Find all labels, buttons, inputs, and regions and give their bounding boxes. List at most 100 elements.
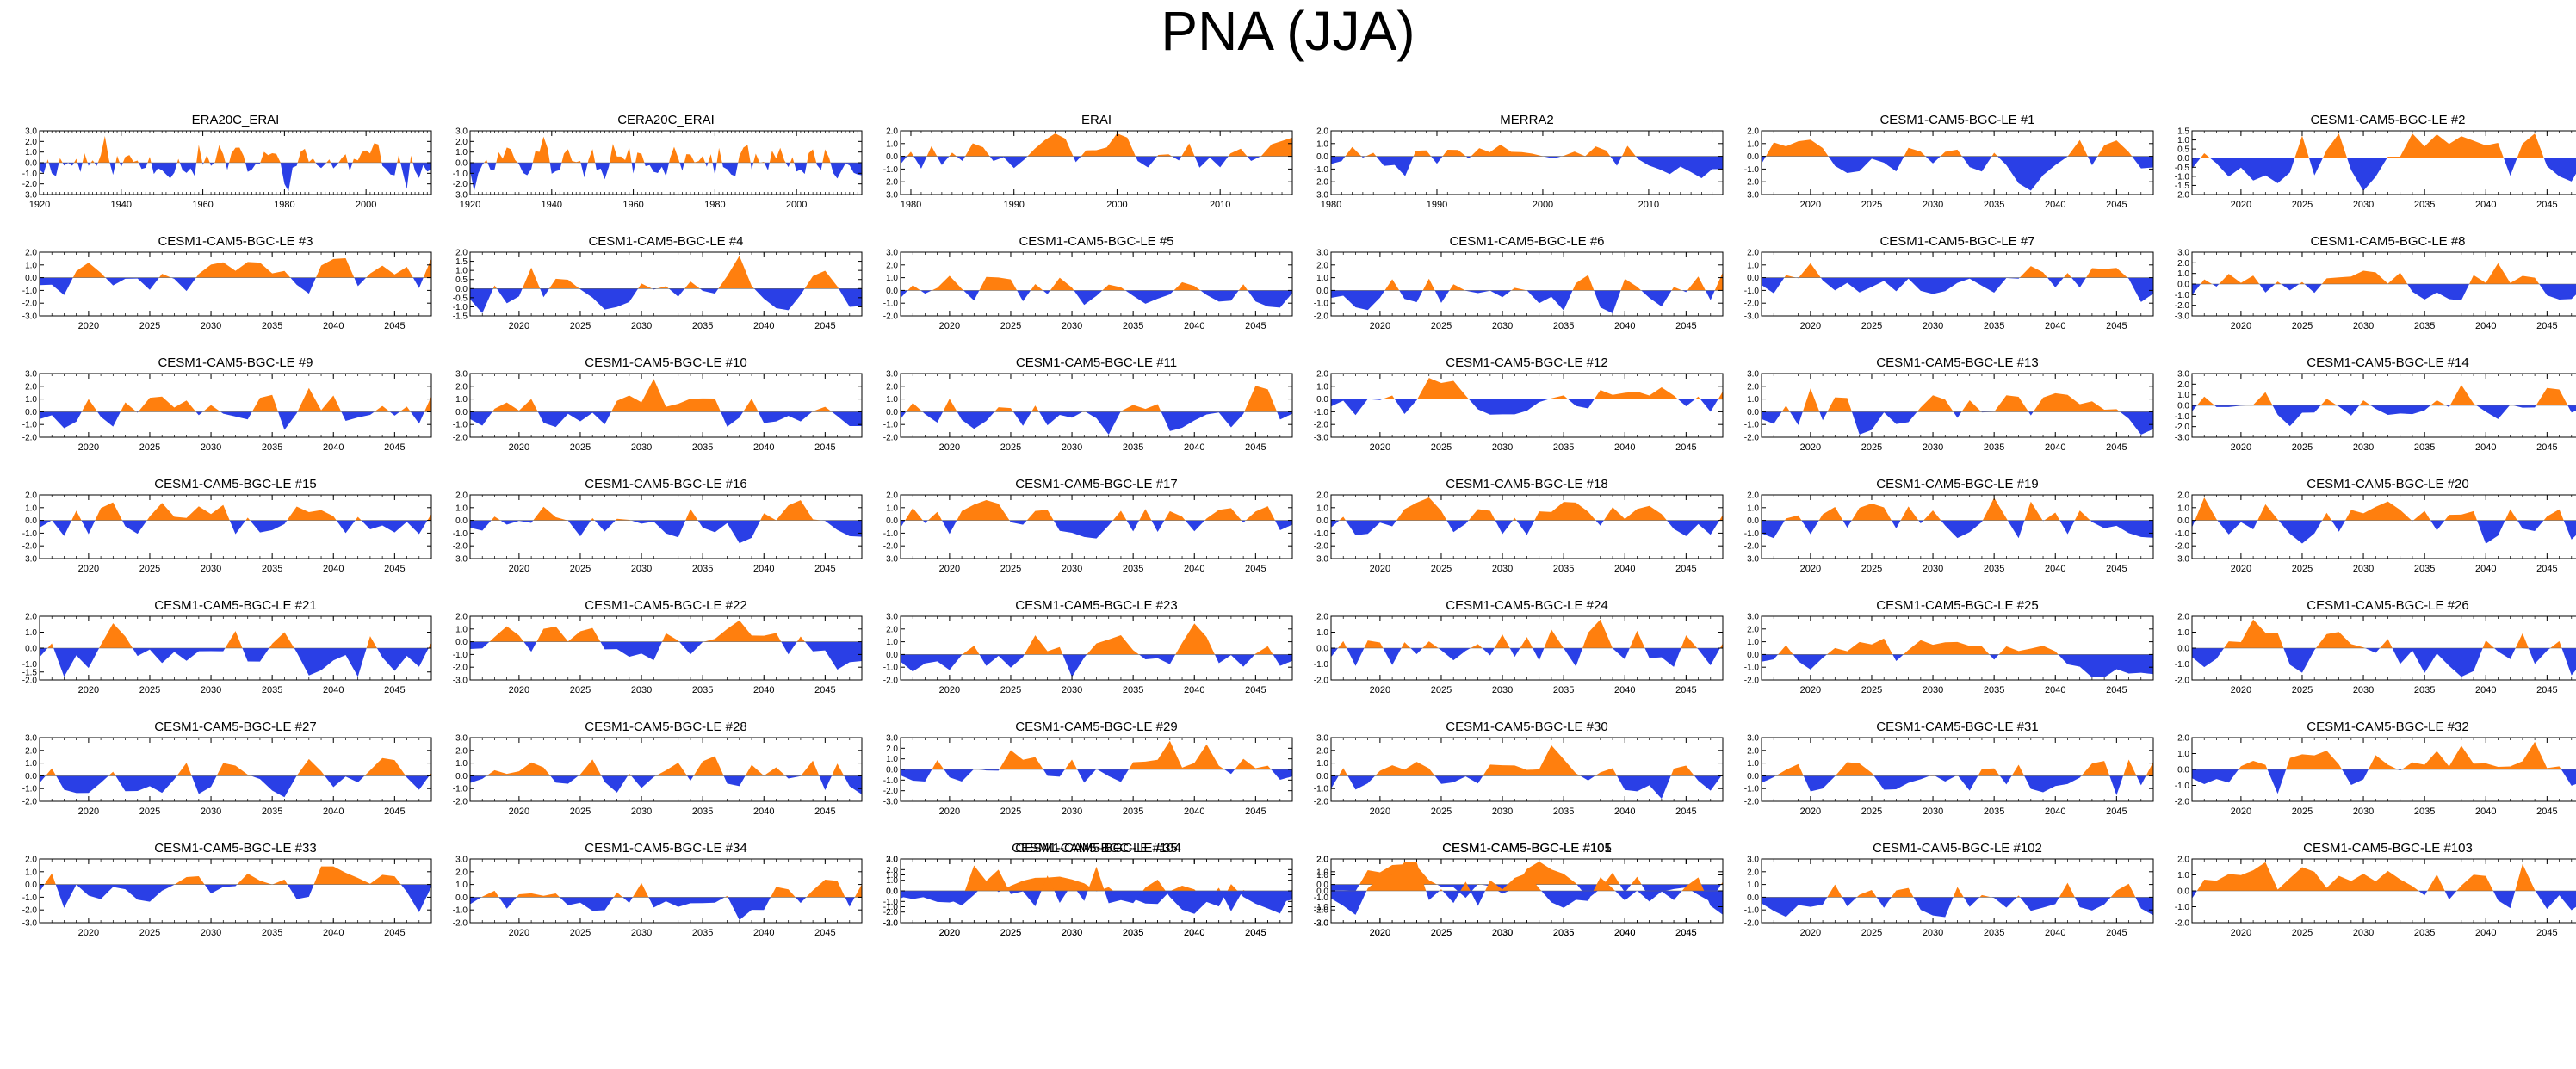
y-tick-label: 3.0 — [25, 734, 37, 744]
y-tick-label: -1.0 — [2175, 903, 2190, 912]
x-tick-label: 2020 — [1370, 685, 1390, 695]
negative-area — [40, 884, 431, 912]
y-tick-label: -3.0 — [1314, 191, 1329, 201]
x-tick-label: 2030 — [1492, 806, 1513, 817]
negative-area — [40, 520, 431, 536]
y-tick-label: 2.0 — [1316, 856, 1328, 865]
positive-area — [901, 865, 1292, 891]
x-tick-label: 2025 — [1861, 928, 1882, 938]
x-tick-label: 2025 — [2292, 321, 2313, 331]
x-tick-label: 2000 — [356, 200, 376, 210]
x-tick-label: 2035 — [692, 564, 713, 574]
y-tick-label: 2.0 — [455, 491, 468, 501]
y-tick-label: -2.0 — [2175, 919, 2190, 929]
y-tick-label: -1.0 — [453, 303, 468, 312]
y-tick-label: 0.0 — [455, 638, 468, 647]
y-tick-label: 2.0 — [25, 856, 37, 865]
x-tick-label: 2030 — [1492, 564, 1513, 574]
negative-area — [1331, 290, 1723, 314]
x-tick-label: 2045 — [814, 928, 835, 938]
x-tick-label: 2025 — [1861, 564, 1882, 574]
y-tick-label: 3.0 — [2177, 370, 2189, 380]
panel-title: CESM1-CAM5-BGC-LE #11 — [1016, 355, 1177, 370]
panel-title: CESM1-CAM5-BGC-LE #20 — [2307, 477, 2468, 491]
y-tick-label: 3.0 — [886, 613, 898, 622]
y-tick-label: 3.0 — [455, 127, 468, 137]
positive-area — [2192, 862, 2576, 891]
x-tick-label: 2035 — [262, 564, 282, 574]
y-tick-label: 0.0 — [886, 287, 898, 296]
x-tick-label: 2040 — [1184, 321, 1204, 331]
x-tick-label: 2030 — [201, 928, 221, 938]
panel-title: CESM1-CAM5-BGC-LE #102 — [1873, 841, 2042, 856]
y-tick-label: 3.0 — [25, 127, 37, 137]
x-tick-label: 2030 — [2353, 564, 2374, 574]
y-tick-label: -3.0 — [453, 555, 468, 565]
y-tick-label: -2.0 — [1314, 798, 1329, 807]
plot-frame — [900, 251, 1293, 317]
negative-area — [1331, 648, 1723, 667]
y-tick-label: -1.0 — [22, 421, 38, 430]
x-tick-label: 2040 — [2045, 806, 2065, 817]
y-tick-label: 1.0 — [25, 759, 37, 769]
x-tick-label: 2045 — [2106, 442, 2127, 453]
plot-frame — [39, 251, 432, 317]
x-tick-label: 1920 — [29, 200, 50, 210]
panel-title: CESM1-CAM5-BGC-LE #9 — [158, 355, 313, 370]
y-tick-label: -2.0 — [883, 677, 899, 686]
x-tick-label: 2020 — [1370, 928, 1390, 938]
y-tick-label: 1.0 — [1316, 139, 1328, 149]
x-tick-label: 2035 — [2414, 321, 2435, 331]
x-tick-label: 2040 — [323, 321, 344, 331]
positive-area — [1331, 497, 1723, 521]
panel-title: CESM1-CAM5-BGC-LE #18 — [1446, 477, 1607, 491]
y-tick-label: -1.0 — [1314, 660, 1329, 670]
x-tick-label: 2045 — [1245, 321, 1266, 331]
panel-29: CESM1-CAM5-BGC-LE #25 2020 2025 2030 2035 204… — [1744, 598, 2154, 695]
y-tick-label: -1.5 — [22, 668, 38, 677]
x-tick-label: 2020 — [1800, 564, 1821, 574]
y-tick-label: 2.0 — [455, 746, 468, 756]
x-tick-label: 2035 — [1553, 806, 1574, 817]
y-tick-label: -1.0 — [2175, 291, 2190, 300]
x-tick-label: 2025 — [1861, 321, 1882, 331]
y-tick-label: 1.5 — [2177, 127, 2189, 137]
y-tick-label: 0.0 — [455, 772, 468, 782]
x-tick-label: 2035 — [262, 928, 282, 938]
y-tick-label: -2.0 — [1744, 300, 1760, 309]
y-tick-label: 0.0 — [1316, 516, 1328, 526]
x-tick-label: 2040 — [2475, 321, 2496, 331]
y-tick-label: -1.0 — [453, 906, 468, 916]
y-tick-label: 1.0 — [1316, 868, 1328, 877]
x-tick-label: 2045 — [2106, 928, 2127, 938]
y-tick-label: 2.0 — [1316, 127, 1328, 137]
x-tick-label: 2040 — [323, 442, 344, 453]
x-tick-label: 2045 — [2106, 321, 2127, 331]
panel-title: CESM1-CAM5-BGC-LE #5 — [1019, 234, 1173, 249]
y-tick-label: -3.0 — [2175, 312, 2190, 322]
panel-title: CESM1-CAM5-BGC-LE #1 — [1879, 113, 2034, 127]
x-tick-label: 2045 — [1675, 806, 1696, 817]
y-tick-label: 2.0 — [2177, 380, 2189, 390]
y-tick-label: 2.0 — [25, 491, 37, 501]
x-tick-label: 2040 — [2045, 321, 2065, 331]
negative-area — [901, 156, 1292, 169]
x-tick-label: 1960 — [192, 200, 213, 210]
y-tick-label: -3.0 — [1314, 555, 1329, 565]
x-tick-label: 2045 — [1245, 685, 1266, 695]
x-tick-label: 2045 — [1675, 321, 1696, 331]
x-tick-label: 2025 — [1431, 928, 1452, 938]
x-tick-label: 2030 — [1062, 321, 1082, 331]
x-tick-label: 2030 — [1062, 685, 1082, 695]
y-tick-label: -1.0 — [22, 170, 38, 179]
negative-area — [2192, 891, 2576, 911]
positive-area — [1331, 272, 1723, 291]
y-tick-label: 1.0 — [25, 261, 37, 270]
y-tick-label: 2.0 — [886, 127, 898, 137]
y-tick-label: -1.0 — [22, 893, 38, 903]
panel-title: CESM1-CAM5-BGC-LE #24 — [1446, 598, 1607, 613]
y-tick-label: -2.0 — [453, 434, 468, 443]
y-tick-label: 2.0 — [1747, 127, 1759, 137]
y-tick-label: -1.0 — [883, 898, 899, 907]
x-tick-label: 2035 — [1984, 685, 2004, 695]
